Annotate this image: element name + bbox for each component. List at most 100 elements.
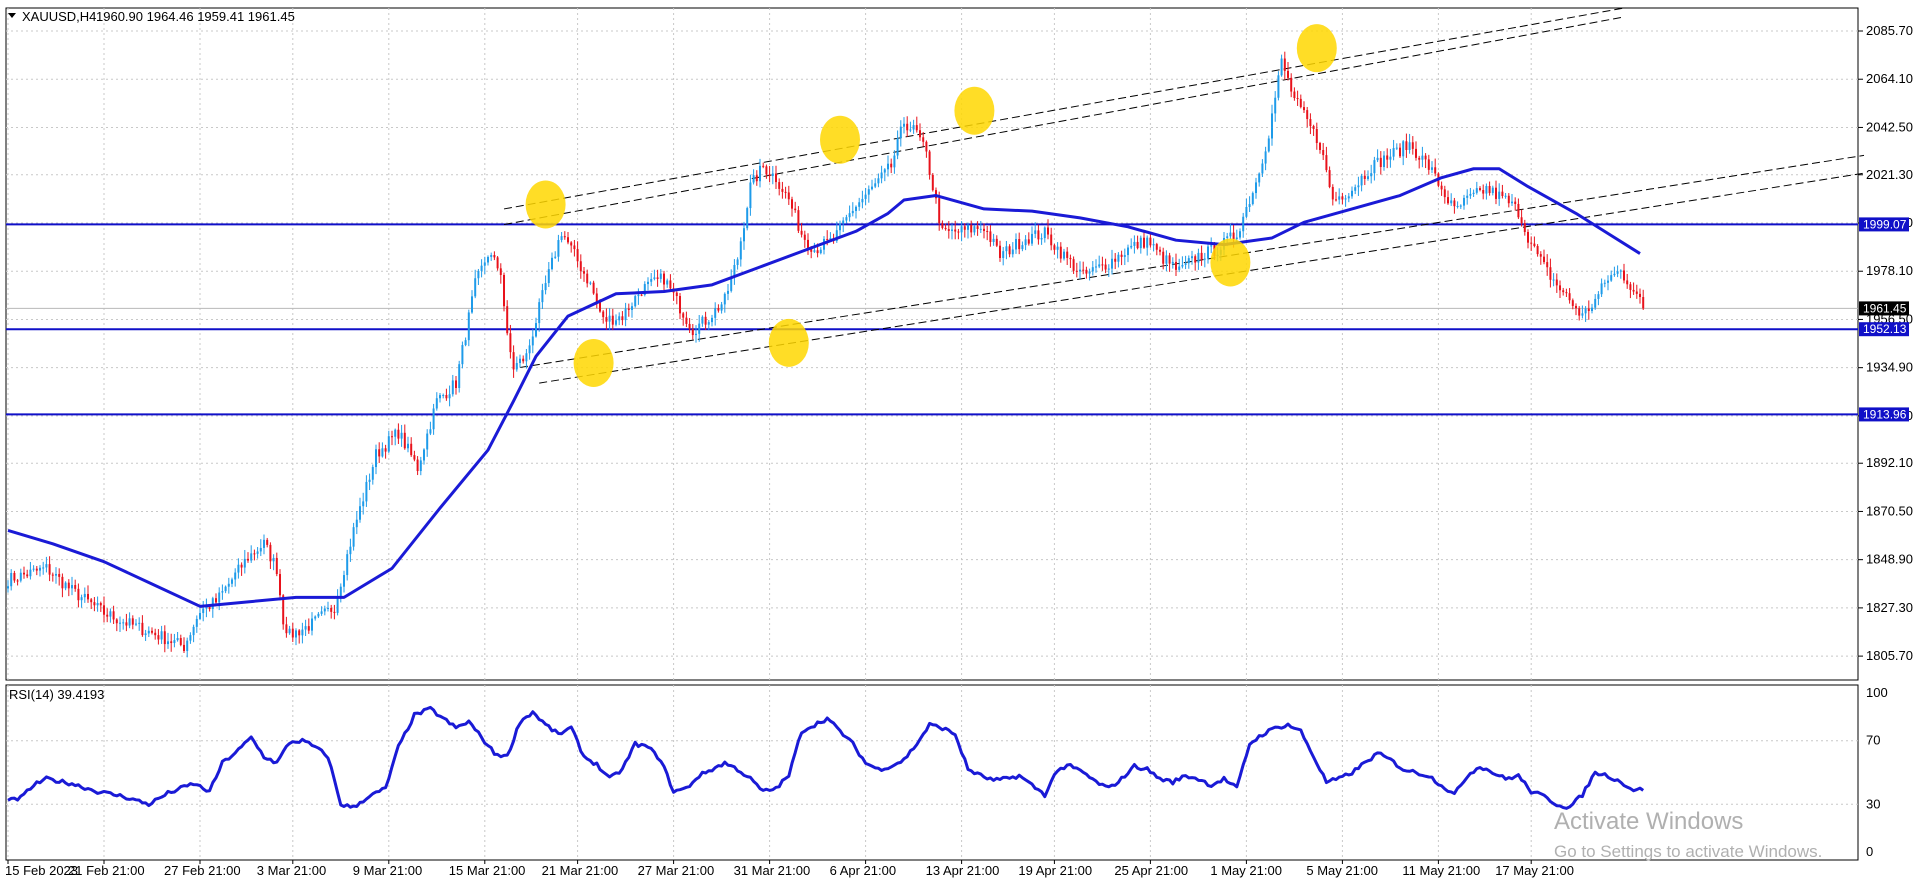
channel-line[interactable] (519, 154, 1865, 368)
candle-body (1264, 151, 1267, 164)
candle-body (1015, 239, 1017, 250)
candle-body (528, 345, 531, 354)
candle-body (925, 141, 928, 152)
candle-body (1168, 255, 1171, 264)
candle-body (183, 644, 185, 651)
rsi-pane[interactable] (5, 684, 1859, 861)
candle-body (1248, 204, 1251, 208)
candle-body (464, 340, 467, 346)
candle-body (1184, 263, 1187, 265)
candle-body (631, 306, 633, 310)
candle-body (944, 227, 947, 230)
collapse-triangle-icon[interactable] (8, 13, 16, 18)
main-pane[interactable] (5, 7, 1859, 681)
channel-line[interactable] (539, 172, 1865, 384)
candle-body (29, 569, 32, 577)
candle-body (1575, 305, 1577, 309)
candle-body (541, 290, 544, 303)
candle-body (688, 323, 691, 330)
candle-body (151, 630, 153, 633)
candle-body (903, 123, 905, 127)
candle-body (1245, 207, 1248, 217)
candle-body (659, 273, 662, 279)
candle-body (1066, 251, 1069, 258)
candle-body (275, 557, 278, 575)
candle-body (675, 292, 678, 297)
ohlc-label: 1960.90 1964.46 1959.41 1961.45 (96, 9, 295, 24)
candle-body (1117, 254, 1120, 262)
candle-body (442, 395, 445, 397)
candle-body (122, 622, 125, 624)
candle-body (314, 616, 317, 619)
candle-body (1597, 294, 1600, 299)
candle-body (1613, 273, 1616, 276)
highlight-marker (820, 115, 860, 164)
candle-body (7, 586, 9, 589)
time-tick-label: 21 Mar 21:00 (542, 863, 619, 878)
candle-body (42, 567, 45, 569)
candle-body (1389, 156, 1392, 160)
candle-body (842, 220, 845, 224)
channel-line[interactable] (503, 16, 1625, 226)
candle-body (327, 607, 329, 609)
candle-body (87, 593, 89, 600)
candle-body (16, 580, 19, 582)
candle-body (1162, 251, 1165, 264)
horizontal-levels[interactable] (6, 223, 1858, 416)
candle-body (163, 631, 166, 645)
time-tick-label: 21 Feb 21:00 (68, 863, 145, 878)
candle-body (551, 257, 553, 270)
candle-body (199, 613, 201, 619)
price-tick-label: 2085.70 (1866, 23, 1913, 38)
current-price-tag[interactable] (1859, 301, 1909, 316)
candle-body (285, 624, 288, 634)
candle-body (1408, 142, 1411, 150)
candle-body (624, 308, 627, 321)
candle-body (871, 186, 873, 190)
candle-body (1133, 241, 1136, 246)
candle-body (1171, 261, 1174, 264)
candle-body (304, 626, 307, 630)
highlight-marker (768, 318, 809, 367)
candle-body (1123, 255, 1126, 257)
candle-body (816, 250, 819, 254)
channel-line[interactable] (503, 7, 1625, 210)
candle-body (1120, 254, 1123, 257)
moving-average-line (7, 167, 1641, 608)
price-axis[interactable]: 2085.702064.102042.502021.301999.701978.… (1858, 23, 1913, 663)
candle-body (650, 278, 653, 282)
candle-body (240, 564, 243, 568)
level-price-tag[interactable] (1859, 322, 1909, 337)
candle-body (1469, 193, 1472, 196)
time-tick-label: 27 Mar 21:00 (638, 863, 715, 878)
candle-body (247, 558, 249, 561)
candle-body (170, 641, 173, 644)
price-tick-label: 1805.70 (1866, 648, 1913, 663)
candle-body (992, 238, 995, 242)
candle-body (717, 308, 720, 311)
candle-body (922, 137, 925, 142)
candle-body (1587, 308, 1590, 311)
time-tick-label: 1 May 21:00 (1210, 863, 1282, 878)
candle-body (1155, 244, 1158, 250)
channel-lines[interactable] (503, 7, 1865, 384)
candle-body (1053, 245, 1056, 250)
candle-body (90, 599, 93, 603)
level-price-tag[interactable] (1859, 407, 1909, 422)
candle-body (1165, 255, 1168, 264)
candle-body (487, 256, 489, 263)
symbol-label: XAUUSD,H4 (22, 9, 96, 24)
candle-body (394, 429, 397, 437)
candle-body (1018, 239, 1021, 250)
candle-body (1386, 155, 1389, 160)
level-price-tag[interactable] (1859, 217, 1909, 232)
candle-body (375, 449, 377, 468)
candle-body (1328, 170, 1331, 187)
candle-body (426, 433, 429, 450)
candle-body (563, 236, 566, 238)
candle-body (250, 553, 253, 561)
candle-body (1059, 246, 1062, 259)
